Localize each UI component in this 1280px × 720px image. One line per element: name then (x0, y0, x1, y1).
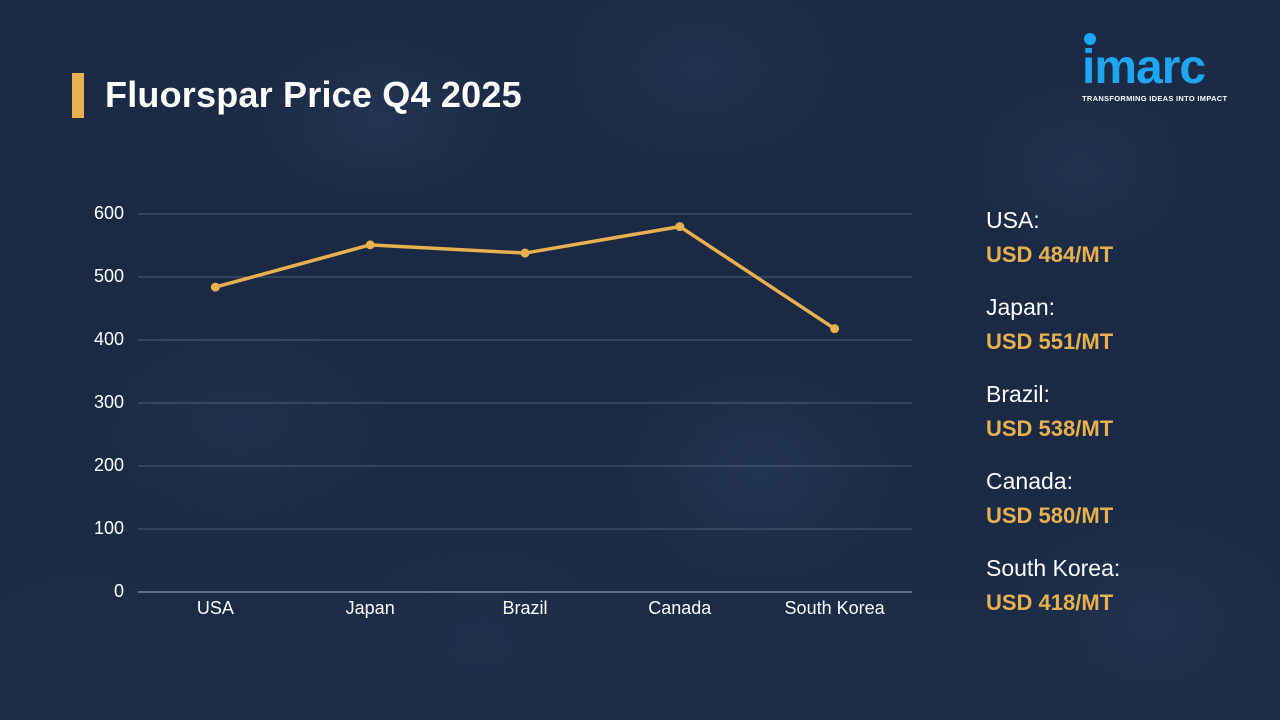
legend-item-usa: USA: USD 484/MT (986, 204, 1120, 291)
x-tick-label: Brazil (502, 598, 548, 618)
title-accent-bar (72, 73, 84, 118)
y-tick-label: 500 (93, 266, 124, 286)
chart-plot-area (138, 213, 912, 593)
legend-price: USD 551/MT (986, 329, 1114, 354)
logo-wordmark: imarc (1082, 32, 1247, 92)
legend-country: USA: (986, 207, 1040, 233)
y-tick-label: 200 (93, 455, 124, 475)
logo-dot-icon (1084, 33, 1096, 45)
legend-item-japan: Japan: USD 551/MT (986, 291, 1120, 378)
legend-item-canada: Canada: USD 580/MT (986, 465, 1120, 552)
logo-tagline: TRANSFORMING IDEAS INTO IMPACT (1082, 94, 1228, 103)
legend-item-brazil: Brazil: USD 538/MT (986, 378, 1120, 465)
y-tick-label: 0 (113, 581, 124, 601)
y-tick-label: 100 (93, 518, 124, 538)
page-title: Fluorspar Price Q4 2025 (105, 74, 522, 115)
legend-country: Japan: (986, 294, 1056, 320)
y-tick-label: 300 (93, 392, 124, 412)
y-tick-label: 400 (93, 329, 124, 349)
legend-price: USD 484/MT (986, 242, 1114, 267)
x-tick-label: South Korea (784, 598, 885, 618)
data-point-marker (830, 324, 840, 334)
logo-text: imarc (1082, 41, 1206, 94)
data-point-marker (675, 222, 685, 232)
x-tick-label: USA (196, 598, 234, 618)
legend-item-south-korea: South Korea: USD 418/MT (986, 552, 1120, 639)
legend-country: Canada: (986, 468, 1073, 494)
legend-country: South Korea: (986, 555, 1121, 581)
x-tick-label: Japan (345, 598, 395, 618)
legend-price: USD 538/MT (986, 416, 1114, 441)
x-tick-label: Canada (648, 598, 712, 618)
price-legend: USA: USD 484/MT Japan: USD 551/MT Brazil… (986, 204, 1120, 639)
data-point-marker (520, 248, 530, 258)
y-tick-label: 600 (93, 203, 124, 223)
legend-price: USD 580/MT (986, 503, 1114, 528)
legend-price: USD 418/MT (986, 590, 1114, 615)
imarc-logo: imarc TRANSFORMING IDEAS INTO IMPACT (1082, 32, 1247, 103)
data-point-marker (210, 282, 220, 292)
price-line (214, 224, 836, 331)
data-point-marker (365, 240, 375, 250)
line-chart: 0 100 200 300 400 500 600 USA Japan Brazil Canada… (93, 203, 912, 618)
legend-country: Brazil: (986, 381, 1050, 407)
